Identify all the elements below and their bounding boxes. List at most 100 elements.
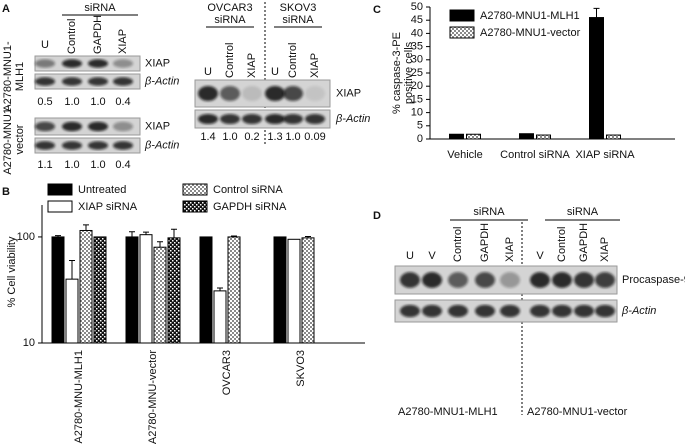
blot-band [113,77,133,86]
y-tick-label: 25 [411,67,423,79]
bar [153,246,167,344]
blot-band [220,85,240,102]
legend-swatch [182,183,208,196]
lane-label: V [428,250,436,262]
blot-band [265,113,285,125]
bar [536,134,551,140]
cell-line: A2780-MNU1- [2,41,14,112]
error-bar [143,231,149,235]
x-tick-label: A2780-MNU-MLH1 [73,350,85,444]
blot-band [198,113,218,125]
row-label: β-Actin [621,305,656,317]
cell-line: SKOV3 [280,2,317,14]
blot-band [88,77,108,86]
group-header: siRNA [473,206,505,218]
group-header: siRNA [214,14,246,26]
bar [227,236,241,344]
lane-label: GAPDH [92,15,104,54]
panel-label: C [373,4,381,16]
blot-band [283,85,303,102]
blot-band [448,304,468,318]
bar [199,236,213,344]
quantification: 1.0 [64,159,79,171]
row-label: β-Actin [144,139,179,151]
panel-label: B [2,186,10,198]
bar [139,234,153,344]
legend-swatch [47,200,73,213]
quantification: 0.4 [115,159,130,171]
blot-band [113,59,133,68]
error-bar [305,235,311,238]
lane-label: Control [224,43,236,78]
bar [589,17,604,140]
blot-band [422,304,442,318]
blot-band [400,304,420,318]
lane-label: Control [287,43,299,78]
bar [93,236,107,344]
bar [273,236,287,344]
error-bar [217,287,223,291]
bar [51,236,65,344]
bar [65,278,79,344]
blot-band [475,304,495,318]
blot-band [574,272,594,288]
quantification: 1.0 [222,131,237,143]
error-bar [593,7,600,18]
panel-label: D [373,210,381,222]
quantification: 1.4 [200,131,215,143]
y-tick-label: 100 [17,231,35,243]
error-bar [171,228,177,238]
quantification: 1.0 [64,96,79,108]
lane-label: XIAP [309,53,321,78]
blot-band [113,141,133,150]
quantification: 1.0 [90,159,105,171]
bar [167,237,181,344]
legend-swatch [182,200,208,213]
blot-band [113,121,133,132]
y-tick-label: 10 [411,107,423,119]
y-tick-label: 15 [411,93,423,105]
row-label: β-Actin [144,75,179,87]
quantification: 0.5 [37,96,52,108]
lane-label: XIAP [599,237,611,262]
error-bar [83,224,89,231]
blot-band [552,304,572,318]
group-header: siRNA [282,14,314,26]
blot-band [530,272,550,288]
y-axis-label: % caspase-3-PE [391,32,403,114]
x-tick-label: OVCAR3 [221,350,233,395]
lane-label: V [536,250,544,262]
quantification: 0.4 [115,96,130,108]
blot-band [35,141,55,150]
lane-label: U [271,66,279,78]
blot-band [242,113,262,125]
blot-band [35,59,55,68]
blot-band [242,85,262,102]
bar [449,133,464,140]
y-tick-label: 40 [411,27,423,39]
cell-line: A2780-MNU1-MLH1 [398,406,498,418]
y-tick-label: 20 [411,80,423,92]
blot-band [552,272,572,288]
legend-label: XIAP siRNA [78,201,138,213]
cell-line: OVCAR3 [207,2,252,14]
bar [287,238,301,344]
blot-band [88,141,108,150]
row-label: XIAP [336,87,361,99]
error-bar [129,231,135,237]
x-tick-label: XIAP siRNA [575,149,635,161]
row-label: Procaspase-9 [622,274,685,286]
blot-band [62,141,82,150]
blot-band [448,272,468,288]
bar [519,133,534,140]
quantification: 1.0 [90,96,105,108]
error-bar [69,259,75,280]
blot-band [422,272,442,288]
row-label: β-Actin [335,113,370,125]
lane-label: XIAP [504,237,516,262]
lane-label: XIAP [117,29,129,54]
legend-label: GAPDH siRNA [213,201,287,213]
quantification: 1.3 [267,131,282,143]
y-axis-label: % Cell viability [6,236,18,307]
lane-label: U [406,250,414,262]
